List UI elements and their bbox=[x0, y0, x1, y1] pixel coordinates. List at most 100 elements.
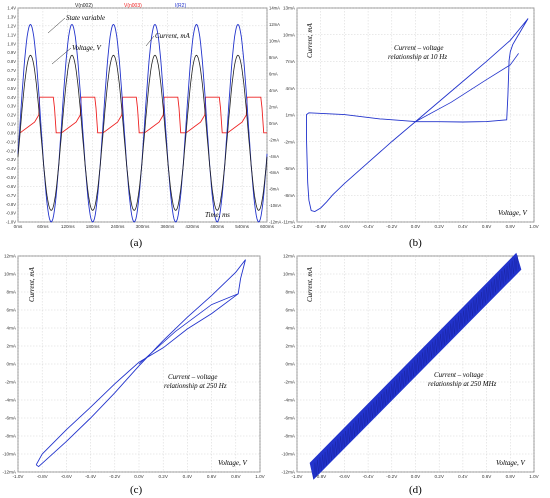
x-tick-label: 240ms bbox=[111, 224, 125, 229]
panel-d-annotation-line1: Current – voltage bbox=[434, 371, 484, 379]
left-tick-label: 0.8V bbox=[7, 59, 16, 64]
iv-loop-line bbox=[35, 259, 246, 468]
y-tick-label: -2mA bbox=[284, 380, 296, 385]
left-tick-label: 0.7V bbox=[7, 68, 16, 73]
left-tick-label: 1.3V bbox=[7, 15, 16, 20]
x-tick-label: -0.8V bbox=[315, 474, 327, 479]
y-tick-label: -12mA bbox=[281, 470, 295, 475]
panel-b-chart: -1.0V -0.8V -0.6V -0.4V -0.2V 0.0V 0.2V 0.4V 0.6… bbox=[282, 6, 540, 249]
right-tick-label: -10mA bbox=[269, 203, 282, 208]
y-tick-label: 10mA bbox=[283, 272, 296, 277]
right-tick-label: -6mA bbox=[269, 170, 279, 175]
left-tick-label: 1.4V bbox=[7, 6, 16, 11]
x-tick-label: 0.2V bbox=[434, 474, 444, 479]
panel-c-grid bbox=[17, 255, 261, 473]
panel-d-ylabel: Current, mA bbox=[306, 267, 314, 302]
left-tick-label: 0.6V bbox=[7, 77, 16, 82]
annotation-time: Time, ms bbox=[205, 211, 230, 219]
y-tick-label: -4mA bbox=[5, 398, 17, 403]
x-tick-label: 540ms bbox=[235, 224, 249, 229]
x-tick-label: 0.8V bbox=[231, 474, 241, 479]
left-tick-label: -0.7V bbox=[6, 193, 16, 198]
y-tick-label: -8mA bbox=[284, 434, 296, 439]
x-tick-label: -0.4V bbox=[363, 474, 375, 479]
x-tick-label: 420ms bbox=[185, 224, 199, 229]
panel-label-d: (d) bbox=[409, 484, 422, 496]
y-tick-label: 8mA bbox=[286, 290, 296, 295]
x-tick-label: 120ms bbox=[61, 224, 75, 229]
annotation-current: Current, mA bbox=[155, 32, 190, 40]
x-tick-label: -0.6V bbox=[61, 474, 73, 479]
y-tick-label: -8mA bbox=[284, 193, 296, 198]
y-tick-label: 6mA bbox=[7, 308, 17, 313]
left-tick-label: 0.1V bbox=[7, 122, 16, 127]
left-tick-label: -0.6V bbox=[6, 184, 16, 189]
x-tick-label: 0.4V bbox=[183, 474, 193, 479]
panel-d-series bbox=[309, 252, 522, 480]
right-tick-label: -4mA bbox=[269, 154, 279, 159]
panel-d-xlabel: Voltage, V bbox=[496, 459, 525, 467]
left-tick-label: 0.2V bbox=[7, 113, 16, 118]
x-tick-label: 1.0V bbox=[255, 474, 265, 479]
right-tick-label: -12mA bbox=[269, 220, 282, 225]
panel-label-c: (c) bbox=[130, 484, 143, 496]
panel-d-ticks: -1.0V -0.8V -0.6V -0.4V -0.2V 0.0V 0.2V 0.4V 0.6… bbox=[281, 254, 539, 479]
panel-c-series bbox=[35, 259, 246, 468]
right-tick-label: 10mA bbox=[269, 39, 280, 44]
left-tick-label: -0.1V bbox=[6, 139, 16, 144]
panel-a-ticks: 0ms 60ms 120ms 180ms 240ms 300ms 360ms 420ms 480… bbox=[6, 6, 282, 229]
left-tick-label: 1.0V bbox=[7, 41, 16, 46]
panel-b-grid bbox=[296, 7, 535, 223]
y-tick-label: -12mA bbox=[2, 470, 16, 475]
x-tick-label: 180ms bbox=[86, 224, 100, 229]
x-tick-label: 0ms bbox=[14, 224, 23, 229]
left-tick-label: -0.4V bbox=[6, 166, 16, 171]
x-tick-label: 0.2V bbox=[158, 474, 168, 479]
panel-a-legend: V(n002) V(n003) I(R2) bbox=[75, 3, 186, 9]
annotation-voltage: Voltage, V bbox=[72, 44, 101, 52]
panel-b-annotation-line2: relationship at 10 Hz bbox=[388, 53, 447, 61]
voltage-line bbox=[17, 54, 268, 211]
y-tick-label: 10mA bbox=[283, 32, 296, 37]
x-tick-label: 0.2V bbox=[434, 224, 444, 229]
panel-label-a: (a) bbox=[130, 237, 143, 249]
annotation-state-variable: State variable bbox=[66, 14, 105, 22]
y-tick-label: -10mA bbox=[2, 452, 16, 457]
y-tick-label: 1mA bbox=[286, 113, 296, 118]
left-tick-label: 0.0V bbox=[7, 130, 16, 135]
x-tick-label: -0.2V bbox=[386, 474, 398, 479]
y-tick-label: -5mA bbox=[284, 166, 296, 171]
x-tick-label: 60ms bbox=[37, 224, 49, 229]
panel-b-ticks: -1.0V -0.8V -0.6V -0.4V -0.2V 0.0V 0.2V 0.4V 0.6… bbox=[282, 6, 540, 229]
y-tick-label: -10mA bbox=[281, 452, 295, 457]
x-tick-label: 600ms bbox=[260, 224, 274, 229]
panel-label-b: (b) bbox=[409, 237, 422, 249]
panel-b-annotation-line1: Current – voltage bbox=[394, 44, 444, 52]
left-tick-label: 0.3V bbox=[7, 104, 16, 109]
x-tick-label: 360ms bbox=[161, 224, 175, 229]
y-tick-label: -6mA bbox=[284, 416, 296, 421]
x-tick-label: -0.2V bbox=[109, 474, 121, 479]
left-tick-label: 0.5V bbox=[7, 86, 16, 91]
y-tick-label: 2mA bbox=[286, 344, 296, 349]
right-tick-label: -2mA bbox=[269, 137, 279, 142]
right-tick-label: 14mA bbox=[269, 6, 280, 11]
y-tick-label: -8mA bbox=[5, 434, 17, 439]
x-tick-label: -1.0V bbox=[292, 474, 304, 479]
left-tick-label: 1.1V bbox=[7, 32, 16, 37]
left-tick-label: 0.4V bbox=[7, 95, 16, 100]
x-tick-label: -1.0V bbox=[292, 224, 304, 229]
x-tick-label: 0.0V bbox=[411, 474, 421, 479]
x-tick-label: 0.4V bbox=[458, 224, 468, 229]
x-tick-label: 300ms bbox=[136, 224, 150, 229]
y-tick-label: 0mA bbox=[7, 362, 17, 367]
x-tick-label: 0.8V bbox=[506, 224, 516, 229]
panel-a-series bbox=[17, 23, 268, 223]
legend-v-n002: V(n002) bbox=[75, 3, 93, 9]
panel-a-chart: 0ms 60ms 120ms 180ms 240ms 300ms 360ms 420ms 480… bbox=[6, 3, 282, 249]
left-tick-label: -0.5V bbox=[6, 175, 16, 180]
left-tick-label: -0.3V bbox=[6, 157, 16, 162]
panel-c-annotation-line2: relationship at 250 Hz bbox=[164, 382, 227, 390]
y-tick-label: 0mA bbox=[286, 362, 296, 367]
